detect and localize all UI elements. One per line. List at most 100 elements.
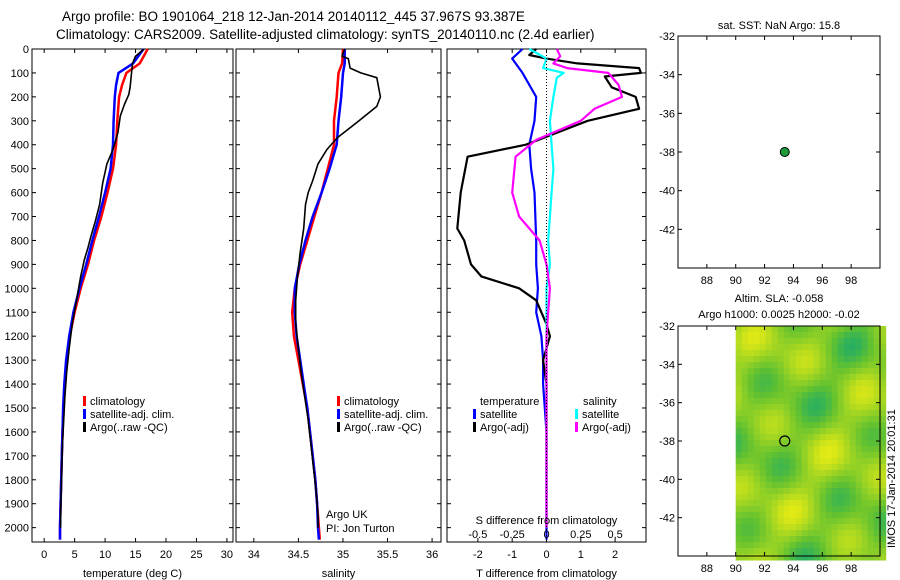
sla-heatmap-cell (759, 476, 767, 483)
sla-heatmap-cell (783, 452, 791, 459)
sla-heatmap-cell (843, 392, 851, 399)
sla-heatmap-cell (819, 368, 827, 375)
sla-heatmap-cell (789, 488, 797, 495)
imos-timestamp: IMOS 17-Jan-2014 20:01:31 (886, 409, 898, 548)
salinity-legend-label: climatology (344, 396, 400, 408)
sla-heatmap-cell (771, 452, 779, 459)
sla-heatmap-cell (813, 500, 821, 507)
sla-heatmap-cell (759, 446, 767, 453)
sla-heatmap-cell (855, 356, 863, 363)
sla-heatmap-cell (795, 476, 803, 483)
sla-heatmap-cell (795, 554, 803, 561)
sla-heatmap-cell (867, 434, 875, 441)
sla-heatmap-cell (777, 548, 785, 555)
sla-heatmap-cell (807, 536, 815, 543)
sla-heatmap-cell (855, 494, 863, 501)
sla-heatmap-cell (855, 368, 863, 375)
sla-heatmap-cell (855, 434, 863, 441)
sla-heatmap-cell (879, 470, 887, 477)
sla-heatmap-cell (855, 524, 863, 531)
sla-heatmap-cell (813, 410, 821, 417)
sla-heatmap-cell (759, 518, 767, 525)
sla-heatmap-cell (825, 416, 833, 423)
sla-heatmap-cell (879, 464, 887, 471)
sla-heatmap-cell (801, 524, 809, 531)
sst-map-xtick-label: 88 (701, 275, 713, 287)
sla-heatmap-cell (861, 494, 869, 501)
sla-heatmap-cell (747, 374, 755, 381)
sla-heatmap-cell (747, 464, 755, 471)
sla-heatmap-cell (879, 536, 887, 543)
sla-heatmap-cell (795, 410, 803, 417)
sla-heatmap-cell (777, 392, 785, 399)
sla-heatmap-cell (873, 452, 881, 459)
sla-heatmap-cell (879, 548, 887, 555)
sla-heatmap-cell (771, 374, 779, 381)
sla-heatmap-cell (771, 542, 779, 549)
sla-heatmap-cell (789, 500, 797, 507)
sla-heatmap-cell (819, 482, 827, 489)
sla-heatmap-cell (855, 332, 863, 339)
sla-heatmap-cell (873, 446, 881, 453)
sla-heatmap-cell (777, 518, 785, 525)
sla-heatmap-cell (879, 398, 887, 405)
sla-heatmap-cell (831, 518, 839, 525)
sla-heatmap-cell (849, 524, 857, 531)
sla-heatmap-cell (735, 458, 743, 465)
sla-heatmap-cell (879, 338, 887, 345)
sla-heatmap-cell (765, 338, 773, 345)
sla-heatmap-cell (831, 530, 839, 537)
sla-heatmap-cell (741, 530, 749, 537)
sla-heatmap-cell (753, 356, 761, 363)
sla-map-ytick-label: -34 (659, 359, 675, 371)
sla-heatmap-cell (765, 518, 773, 525)
sla-heatmap-cell (861, 482, 869, 489)
sla-heatmap-cell (873, 482, 881, 489)
sla-heatmap-cell (831, 404, 839, 411)
sla-heatmap-cell (825, 512, 833, 519)
sla-heatmap-cell (783, 422, 791, 429)
sla-heatmap-cell (765, 536, 773, 543)
sla-heatmap-cell (747, 350, 755, 357)
sla-heatmap-cell (873, 422, 881, 429)
sst-map-xtick-label: 96 (816, 275, 828, 287)
sla-heatmap-cell (837, 398, 845, 405)
difference-right-legend-swatch (575, 409, 578, 419)
sla-heatmap-cell (783, 494, 791, 501)
sla-heatmap-cell (855, 512, 863, 519)
sla-heatmap-cell (783, 470, 791, 477)
sla-heatmap-cell (849, 494, 857, 501)
sla-heatmap-cell (879, 458, 887, 465)
difference-salinity-tick-label: -0.25 (500, 529, 525, 541)
sla-heatmap-cell (777, 542, 785, 549)
sla-heatmap-cell (765, 512, 773, 519)
sla-heatmap-cell (783, 488, 791, 495)
sla-heatmap-cell (795, 380, 803, 387)
sla-heatmap-cell (831, 446, 839, 453)
sla-heatmap-cell (837, 482, 845, 489)
depth-tick-label: 1000 (5, 283, 29, 295)
sla-heatmap-cell (801, 464, 809, 471)
sla-heatmap-cell (735, 470, 743, 477)
sla-heatmap-cell (843, 362, 851, 369)
sla-heatmap-cell (837, 362, 845, 369)
sla-heatmap-cell (861, 518, 869, 525)
sla-heatmap-cell (813, 416, 821, 423)
sla-heatmap-cell (837, 410, 845, 417)
sla-heatmap-cell (825, 362, 833, 369)
sla-heatmap-cell (741, 452, 749, 459)
sla-heatmap-cell (843, 326, 851, 333)
sla-heatmap-cell (753, 482, 761, 489)
sla-heatmap-cell (873, 344, 881, 351)
sla-heatmap-cell (873, 356, 881, 363)
sla-heatmap-cell (771, 506, 779, 513)
sla-heatmap-cell (861, 410, 869, 417)
sla-heatmap-cell (825, 554, 833, 561)
sla-heatmap-cell (843, 542, 851, 549)
sla-heatmap-cell (867, 386, 875, 393)
sla-heatmap-cell (777, 338, 785, 345)
sla-heatmap-cell (777, 344, 785, 351)
sla-heatmap-cell (741, 392, 749, 399)
sla-heatmap-cell (843, 386, 851, 393)
depth-tick-label: 1900 (5, 499, 29, 511)
